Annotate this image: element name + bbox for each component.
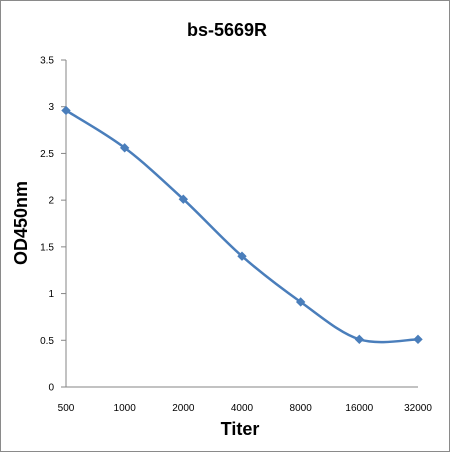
y-tick-label: 0 — [48, 383, 54, 394]
x-tick-label: 500 — [58, 403, 75, 414]
x-tick-label: 4000 — [231, 403, 254, 414]
x-tick-label: 8000 — [290, 403, 313, 414]
y-axis-title: OD450nm — [11, 181, 31, 265]
x-tick-label: 32000 — [404, 403, 432, 414]
series-group — [61, 105, 423, 345]
series-line — [65, 109, 419, 344]
x-tick-label: 2000 — [172, 403, 195, 414]
x-tick-label: 1000 — [114, 403, 137, 414]
data-point-marker — [354, 334, 365, 345]
data-point-marker — [61, 105, 71, 116]
y-tick-label: 3 — [48, 102, 54, 113]
chart-title: bs-5669R — [187, 20, 267, 40]
data-point-marker — [237, 251, 247, 261]
data-point-marker — [178, 194, 189, 204]
data-point-marker — [119, 143, 130, 153]
y-tick-label: 1.5 — [40, 242, 54, 253]
y-tick-label: 0.5 — [40, 336, 54, 347]
axes — [61, 59, 418, 388]
y-tick-label: 3.5 — [40, 56, 54, 67]
data-point-marker — [413, 334, 423, 345]
x-axis-title: Titer — [221, 419, 260, 439]
y-tick-label: 1 — [48, 289, 54, 300]
x-tick-label: 16000 — [345, 403, 373, 414]
x-tick-labels: 500 1000 2000 4000 8000 16000 32000 — [58, 403, 433, 414]
y-tick-label: 2 — [48, 196, 54, 207]
y-tick-label: 2.5 — [40, 149, 54, 160]
data-point-marker — [295, 297, 306, 307]
y-tick-labels: 0 0.5 1 1.5 2 2.5 3 3.5 — [40, 56, 54, 394]
